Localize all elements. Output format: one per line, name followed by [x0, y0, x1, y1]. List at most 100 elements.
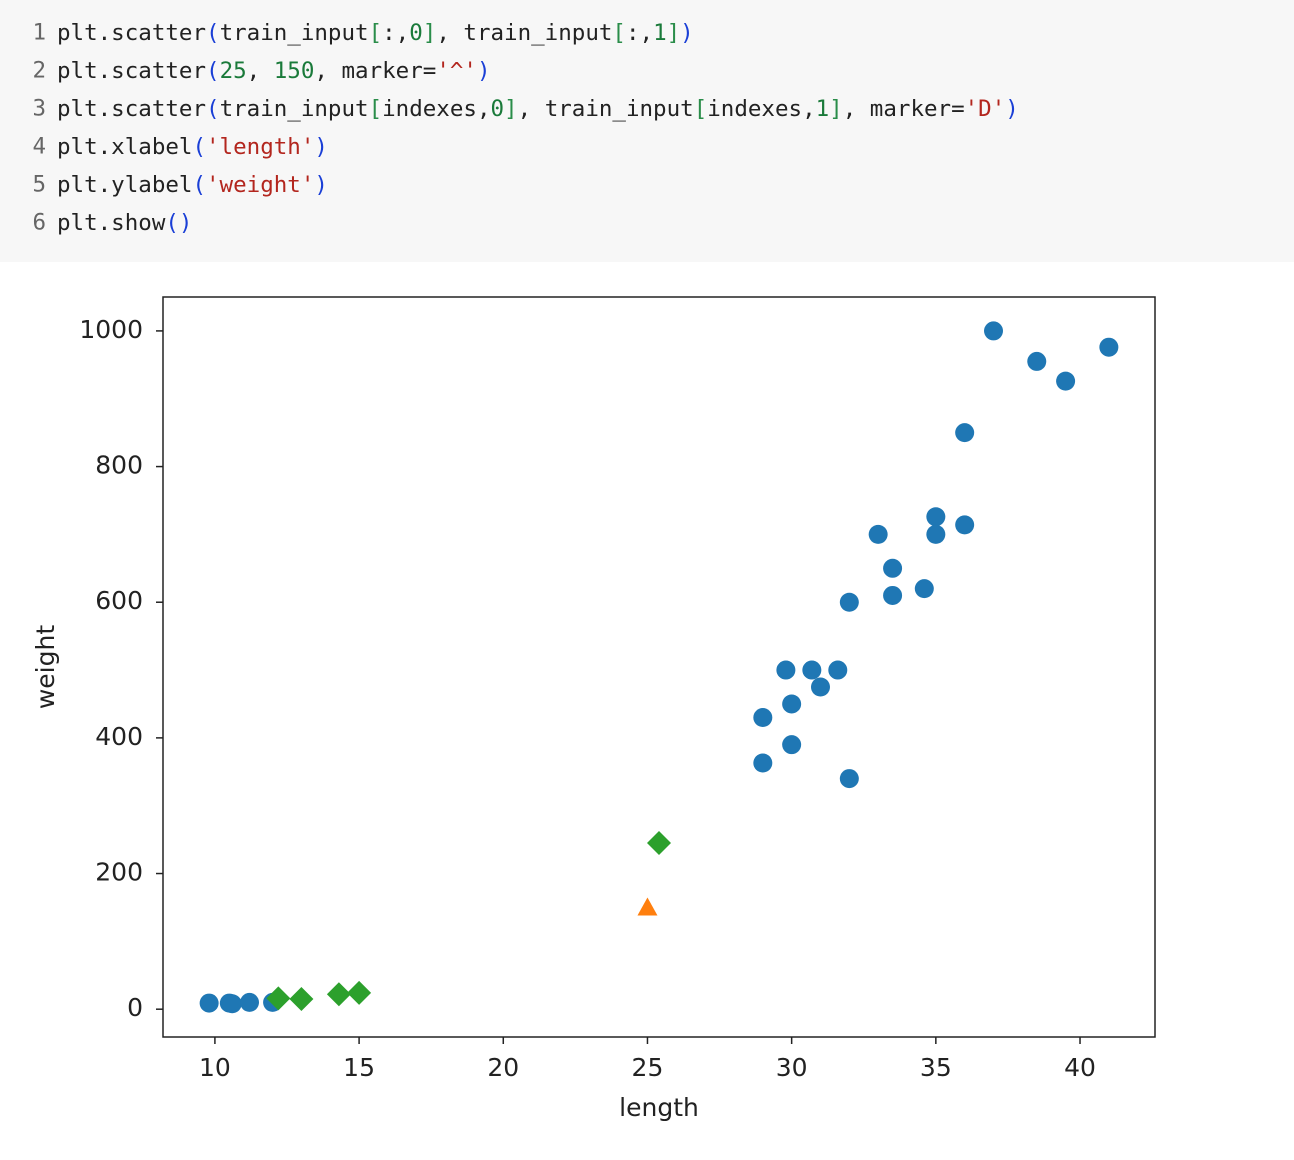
chart: 10 15 20 25 30 35 4002004006008001000lengthwei…	[31, 296, 1156, 1122]
x-tick-label: 10	[199, 1053, 231, 1082]
code-token: ]	[667, 20, 681, 46]
point	[984, 321, 1004, 341]
code-cell: 1 plt.scatter(train_input[:,0], train_inp…	[0, 0, 1294, 262]
code-token: indexes,	[382, 96, 490, 122]
code-token: '^'	[436, 58, 477, 84]
line-number: 6	[32, 210, 46, 236]
code-token: 1	[816, 96, 830, 122]
code-token: plt.ylabel	[57, 172, 192, 198]
point	[289, 987, 314, 1012]
code-token: 25	[220, 58, 247, 84]
code-token: (	[206, 20, 220, 46]
code-token: ]	[423, 20, 437, 46]
code-token: ]	[504, 96, 518, 122]
code-token: (	[206, 96, 220, 122]
point	[753, 708, 773, 728]
y-tick-label: 400	[95, 722, 143, 751]
point	[776, 660, 796, 680]
code-line: plt.scatter(train_input[indexes,0], trai…	[57, 96, 1019, 122]
x-axis-label: length	[619, 1093, 699, 1122]
code-token: train_input	[545, 96, 694, 122]
code-token: )	[680, 20, 694, 46]
point	[839, 592, 859, 612]
x-tick-label: 25	[632, 1053, 664, 1082]
y-tick-label: 600	[95, 586, 143, 615]
code-token: , marker=	[843, 96, 965, 122]
code-token: (	[206, 58, 220, 84]
code-token: ]	[829, 96, 843, 122]
y-tick-label: 200	[95, 858, 143, 887]
code-token: 'weight'	[206, 172, 314, 198]
code-token: plt.show	[57, 210, 166, 236]
code-token: )	[1005, 96, 1019, 122]
code-line: plt.show()	[57, 210, 192, 236]
code-token: (	[192, 172, 206, 198]
code-token: train_input	[220, 20, 369, 46]
point	[810, 677, 830, 697]
point	[782, 694, 802, 714]
point	[266, 986, 291, 1011]
point	[1027, 351, 1047, 371]
code-line: plt.scatter(25, 150, marker='^')	[57, 58, 491, 84]
code-token: [	[369, 96, 383, 122]
point	[914, 579, 934, 599]
x-tick-label: 15	[343, 1053, 375, 1082]
code-token: :,	[626, 20, 653, 46]
y-tick-label: 1000	[79, 315, 143, 344]
code-token: ,	[247, 58, 274, 84]
point	[839, 769, 859, 789]
code-token: train_input	[463, 20, 612, 46]
line-number: 5	[32, 172, 46, 198]
code-token: plt.scatter	[57, 96, 206, 122]
point	[222, 994, 242, 1014]
point	[955, 515, 975, 535]
code-line: plt.ylabel('weight')	[57, 172, 328, 198]
point	[1099, 337, 1119, 357]
point	[868, 524, 888, 544]
x-tick-label: 30	[776, 1053, 808, 1082]
point	[883, 585, 903, 605]
x-tick-label: 20	[487, 1053, 519, 1082]
code-token: )	[314, 134, 328, 160]
point	[926, 507, 946, 527]
line-number: 1	[32, 20, 46, 46]
code-token: indexes,	[707, 96, 815, 122]
code-line: plt.scatter(train_input[:,0], train_inpu…	[57, 20, 694, 46]
point	[637, 897, 658, 916]
x-tick-label: 35	[920, 1053, 952, 1082]
code-token: 'length'	[206, 134, 314, 160]
code-token: 0	[491, 96, 505, 122]
point	[802, 660, 822, 680]
y-tick-label: 800	[95, 451, 143, 480]
code-token: plt.scatter	[57, 20, 206, 46]
code-token: ,	[518, 96, 545, 122]
point	[955, 423, 975, 443]
code-token: )	[477, 58, 491, 84]
code-token: plt.scatter	[57, 58, 206, 84]
point	[883, 558, 903, 578]
plot-frame	[162, 296, 1156, 1038]
code-token: 'D'	[965, 96, 1006, 122]
point	[199, 993, 219, 1013]
point	[347, 980, 372, 1005]
line-number: 2	[32, 58, 46, 84]
y-tick-label: 0	[127, 993, 143, 1022]
line-number: 4	[32, 134, 46, 160]
code-token: ,	[436, 20, 463, 46]
x-tick-label: 40	[1064, 1053, 1096, 1082]
line-number: 3	[32, 96, 46, 122]
code-token: ()	[165, 210, 192, 236]
code-token: [	[694, 96, 708, 122]
code-token: [	[612, 20, 626, 46]
point	[647, 831, 671, 856]
code-token: 150	[274, 58, 315, 84]
code-line: plt.xlabel('length')	[57, 134, 328, 160]
code-token: :,	[382, 20, 409, 46]
y-axis-label: weight	[31, 625, 60, 709]
code-token: [	[369, 20, 383, 46]
point	[240, 992, 260, 1012]
code-token: 0	[409, 20, 423, 46]
code-token: (	[192, 134, 206, 160]
point	[753, 753, 773, 773]
